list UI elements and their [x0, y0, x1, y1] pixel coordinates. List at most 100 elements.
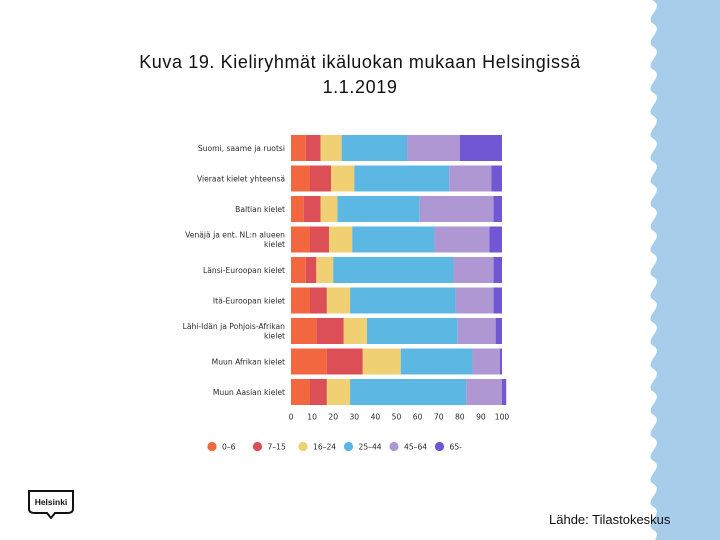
bar-segment-5-1	[291, 257, 306, 283]
category-label-8: Muun Afrikan kielet	[212, 357, 285, 366]
chart-bars	[291, 135, 507, 405]
bar-segment-6-5	[455, 287, 494, 314]
bar-segment-9-4	[350, 379, 467, 405]
x-tick-label-80: 80	[455, 413, 465, 422]
legend-marker-4	[343, 441, 354, 452]
bar-segment-9-1	[291, 379, 310, 405]
wave-shape	[650, 0, 720, 540]
legend-label-3: 16–24	[313, 442, 336, 451]
bar-segment-1-4	[341, 135, 408, 161]
bar-segment-8-3	[362, 348, 401, 375]
bar-segment-7-5	[457, 318, 496, 344]
bar-segment-8-4	[400, 348, 473, 375]
bar-segment-3-2	[303, 196, 321, 222]
legend-marker-6	[434, 441, 445, 452]
bar-segment-5-2	[305, 257, 317, 283]
bar-segment-2-6	[491, 165, 502, 192]
legend-label-2: 7–15	[268, 442, 286, 451]
x-tick-label-70: 70	[434, 413, 444, 422]
legend-marker-2	[252, 441, 263, 452]
bar-segment-6-1	[291, 287, 310, 314]
category-label-1: Suomi, saame ja ruotsi	[198, 144, 285, 153]
x-tick-label-30: 30	[349, 413, 359, 422]
bar-segment-6-2	[309, 287, 327, 314]
x-tick-label-0: 0	[289, 413, 294, 422]
bar-segment-8-1	[291, 348, 327, 375]
x-axis-ticks: 0 10 20 30 40 50 60 70 80 90 100	[289, 413, 510, 422]
bar-segment-4-5	[434, 226, 490, 253]
category-label-6: Itä-Euroopan kielet	[213, 296, 285, 305]
legend-label-5: 45–64	[404, 442, 427, 451]
slide-title: Kuva 19. Kieliryhmät ikäluokan mukaan He…	[60, 50, 660, 100]
category-label-7-line-2: kielet	[264, 332, 285, 341]
bar-segment-8-2	[326, 348, 363, 375]
x-tick-label-50: 50	[392, 413, 402, 422]
stacked-bar-chart: Suomi, saame ja ruotsi Vieraat kielet yht…	[183, 135, 510, 452]
category-label-7-line-1: Lähi-Idän ja Pohjois-Afrikan	[183, 322, 286, 331]
bar-segment-2-4	[354, 165, 450, 192]
x-tick-label-90: 90	[476, 413, 486, 422]
category-label-5: Länsi-Euroopan kielet	[203, 266, 285, 275]
bar-segment-9-6	[502, 379, 507, 405]
helsinki-logo: Helsinki	[28, 490, 74, 519]
category-label-4-line-1: Venäjä ja ent. NL:n alueen	[185, 231, 285, 240]
bar-segment-7-6	[495, 318, 502, 344]
bar-segment-7-3	[343, 318, 367, 344]
bar-segment-3-3	[320, 196, 338, 222]
chart-legend: 0–6 7–15 16–24 25–44 45–64 65-	[207, 441, 463, 452]
bar-segment-2-3	[331, 165, 355, 192]
bar-segment-9-3	[326, 379, 351, 405]
bar-segment-5-4	[333, 257, 454, 283]
bar-segment-3-6	[493, 196, 502, 222]
legend-label-4: 25–44	[359, 442, 382, 451]
bar-segment-7-2	[316, 318, 344, 344]
title-line-2: 1.1.2019	[322, 77, 398, 97]
bar-segment-7-1	[291, 318, 317, 344]
bar-segment-3-5	[419, 196, 494, 222]
x-tick-label-10: 10	[307, 413, 317, 422]
logo-text: Helsinki	[35, 497, 68, 507]
bar-segment-1-1	[291, 135, 306, 161]
bar-segment-4-4	[352, 226, 435, 253]
bar-segment-9-2	[309, 379, 327, 405]
bar-segment-4-3	[328, 226, 353, 253]
bar-segment-8-5	[472, 348, 500, 375]
x-tick-label-100: 100	[495, 413, 510, 422]
x-tick-label-20: 20	[328, 413, 338, 422]
bar-segment-3-4	[337, 196, 420, 222]
x-tick-label-40: 40	[371, 413, 381, 422]
bar-segment-2-1	[291, 165, 310, 192]
bar-segment-5-6	[493, 257, 502, 283]
bar-segment-5-5	[453, 257, 494, 283]
category-label-9: Muun Aasian kielet	[213, 388, 285, 397]
bar-segment-6-4	[350, 287, 456, 314]
bar-segment-3-1	[291, 196, 304, 222]
bar-segment-1-5	[407, 135, 460, 161]
category-label-3: Baltian kielet	[235, 205, 285, 214]
category-labels: Suomi, saame ja ruotsi Vieraat kielet yht…	[183, 144, 286, 397]
bar-segment-8-6	[499, 348, 502, 375]
bar-segment-6-3	[326, 287, 351, 314]
legend-marker-1	[207, 441, 217, 452]
legend-label-1: 0–6	[222, 442, 236, 451]
legend-label-6: 65-	[450, 442, 463, 451]
title-line-1: Kuva 19. Kieliryhmät ikäluokan mukaan He…	[139, 52, 581, 72]
bar-segment-4-1	[291, 226, 310, 253]
bar-segment-2-5	[449, 165, 492, 192]
bar-segment-4-6	[489, 226, 502, 253]
category-label-4-line-2: kielet	[264, 240, 285, 249]
x-tick-label-60: 60	[413, 413, 423, 422]
bar-segment-4-2	[309, 226, 329, 253]
bar-segment-9-5	[466, 379, 502, 405]
legend-marker-3	[298, 441, 308, 452]
source-note: Lähde: Tilastokeskus	[549, 512, 671, 527]
bar-segment-1-3	[320, 135, 342, 161]
bar-segment-5-3	[316, 257, 334, 283]
bar-segment-2-2	[309, 165, 332, 192]
bar-segment-1-2	[305, 135, 321, 161]
category-label-2: Vieraat kielet yhteensä	[197, 174, 285, 183]
legend-marker-5	[389, 441, 399, 452]
bar-segment-6-6	[493, 287, 502, 314]
bar-segment-7-4	[366, 318, 458, 344]
